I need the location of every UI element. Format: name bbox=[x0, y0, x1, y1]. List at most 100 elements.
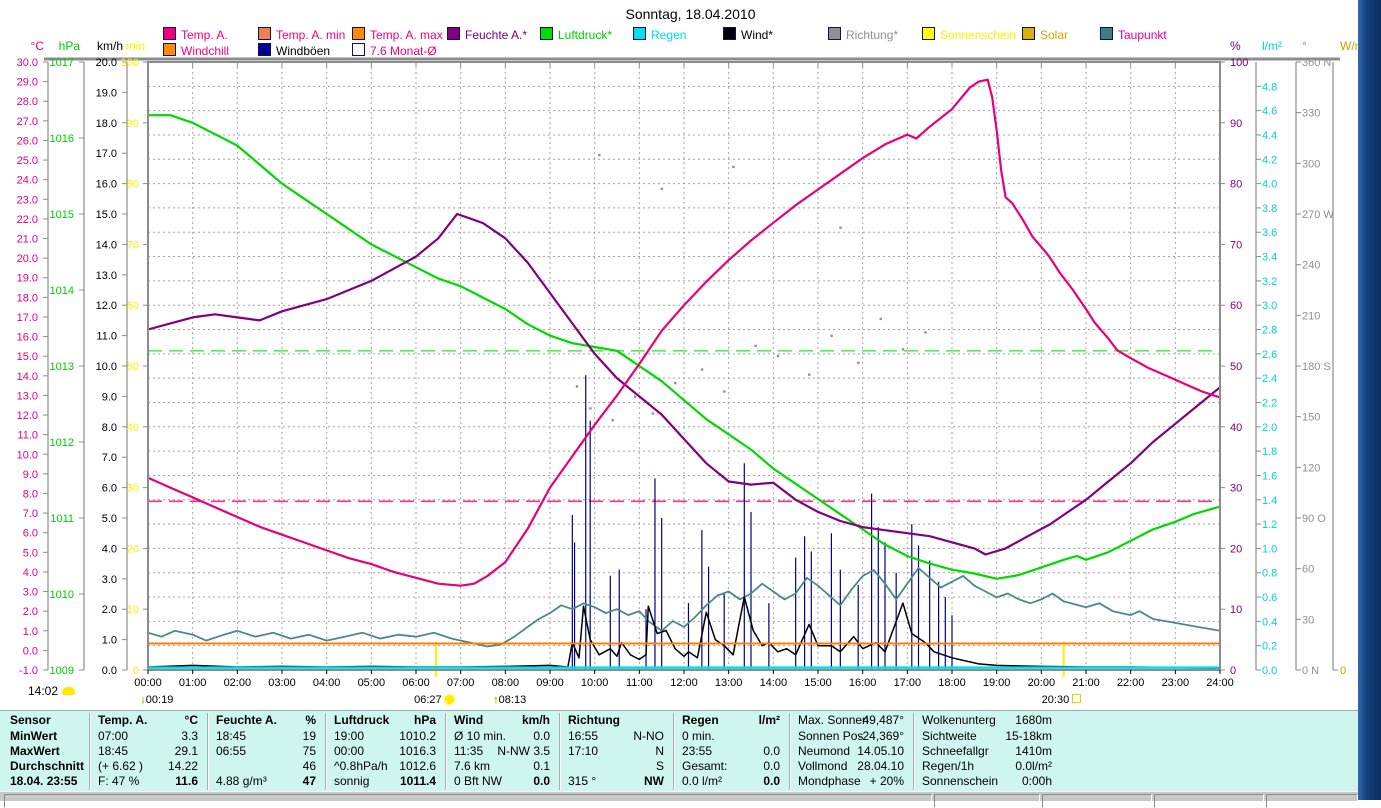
table-row: Sonnen Pos -24,369° bbox=[792, 729, 910, 744]
x-hour-label: 19:00 bbox=[983, 677, 1011, 689]
table-row: 0.0 l/m² 0.0 bbox=[676, 774, 786, 789]
table-cell-label: 06:55 bbox=[216, 744, 247, 758]
legend-label: Solar bbox=[1040, 28, 1069, 42]
tick-label: 14.0 bbox=[17, 371, 38, 383]
legend-item-solar[interactable]: Solar bbox=[1022, 27, 1069, 42]
table-cell-label: Schneefallgr bbox=[922, 744, 989, 758]
sunrise-sun-icon bbox=[444, 695, 454, 704]
tick-label: 10.0 bbox=[96, 361, 117, 373]
tick-label: 7.0 bbox=[23, 508, 38, 520]
table-column-richtung: Richtung 16:55 N-NO 17:10 N S 315 ° NW bbox=[562, 711, 670, 792]
table-cell-value: 0.0l/m² bbox=[1015, 759, 1052, 773]
tick-label: 0.6 bbox=[1262, 592, 1277, 604]
legend-item-feuchte-a-[interactable]: Feuchte A.* bbox=[447, 27, 527, 42]
legend-item-temp-a-min[interactable]: Temp. A. min bbox=[258, 27, 345, 42]
legend-swatch-icon bbox=[922, 27, 935, 40]
table-row: Luftdruck hPa bbox=[328, 713, 442, 728]
statusbar-panel bbox=[4, 794, 932, 808]
table-cell-label: Max. Sonnen bbox=[798, 713, 869, 727]
table-cell-value: 3.3 bbox=[181, 729, 198, 743]
tick-label: 1017 bbox=[50, 57, 74, 69]
tick-label: 1014 bbox=[50, 285, 74, 297]
axis-unit-label: l/m² bbox=[1262, 39, 1282, 53]
sunset-square-icon bbox=[1072, 694, 1082, 703]
tick-label: 12.0 bbox=[96, 300, 117, 312]
legend-item-luftdruck-[interactable]: Luftdruck* bbox=[540, 27, 612, 42]
tick-label: 100 bbox=[1230, 57, 1248, 69]
table-row: Wind km/h bbox=[448, 713, 556, 728]
table-cell-value: 14.05.10 bbox=[857, 744, 904, 758]
legend-item-richtung-[interactable]: Richtung* bbox=[828, 27, 899, 42]
series-feuchte-a- bbox=[146, 212, 1222, 556]
tick-label: 60 bbox=[127, 300, 139, 312]
astro-time: 06:27 bbox=[414, 694, 442, 706]
astro-annotation: 20:30 bbox=[1042, 694, 1082, 706]
legend-label: Windböen bbox=[276, 44, 331, 58]
table-cell-value: 0.0 bbox=[763, 774, 780, 788]
table-cell-value: NW bbox=[644, 774, 664, 788]
legend-item-temp-a-max[interactable]: Temp. A. max bbox=[352, 27, 443, 42]
table-cell-label: Luftdruck bbox=[334, 713, 390, 727]
direction-dot bbox=[598, 153, 601, 157]
table-cell-value: l/m² bbox=[758, 713, 780, 727]
legend-item-wind-[interactable]: Wind* bbox=[723, 27, 773, 42]
table-column-temp-a-: Temp. A. °C 07:00 3.3 18:45 29.1 (+ 6.62 ) 14.2… bbox=[92, 711, 204, 792]
table-cell-value: 75 bbox=[302, 744, 316, 758]
table-cell-value: + 20% bbox=[869, 774, 904, 788]
tick-label: 0 bbox=[1340, 665, 1346, 677]
table-separator bbox=[913, 713, 915, 790]
tick-label: 12.0 bbox=[17, 410, 38, 422]
table-row: Sonnenschein 0:00h bbox=[916, 774, 1058, 789]
table-row: MinWert bbox=[4, 729, 88, 744]
tick-label: 2.6 bbox=[1262, 349, 1277, 361]
legend-item-sonnenschein[interactable]: Sonnenschein bbox=[922, 27, 1016, 42]
legend-label: Richtung* bbox=[846, 28, 899, 42]
table-cell-label: 0 min. bbox=[682, 729, 715, 743]
table-cell-label: 7.6 km bbox=[454, 759, 491, 773]
legend-item-7-6-monat-[interactable]: 7.6 Monat-Ø bbox=[352, 43, 437, 58]
tick-label: 70 bbox=[1230, 239, 1242, 251]
tick-label: 8.0 bbox=[23, 488, 38, 500]
tick-label: 5.0 bbox=[23, 547, 38, 559]
table-separator bbox=[325, 713, 327, 790]
x-hour-label: 23:00 bbox=[1162, 677, 1190, 689]
legend-item-windb-en[interactable]: Windböen bbox=[258, 43, 331, 58]
table-cell-label: Sonnen Pos bbox=[798, 729, 864, 743]
table-row: 4.88 g/m³ 47 bbox=[210, 774, 322, 789]
table-row: Regen l/m² bbox=[676, 713, 786, 728]
tick-label: 23.0 bbox=[17, 194, 38, 206]
tick-label: 24.0 bbox=[17, 175, 38, 187]
tick-label: 1012 bbox=[50, 437, 74, 449]
table-row: Richtung bbox=[562, 713, 670, 728]
tick-label: 10 bbox=[1230, 604, 1242, 616]
table-row: 7.6 km 0.1 bbox=[448, 759, 556, 774]
weather-symbol-icon bbox=[62, 687, 76, 695]
legend-item-regen[interactable]: Regen bbox=[633, 27, 686, 42]
table-cell-value: -24,369° bbox=[858, 729, 905, 743]
table-separator bbox=[207, 713, 209, 790]
tick-label: 6.0 bbox=[23, 528, 38, 540]
table-cell-value: 1016.3 bbox=[399, 744, 436, 758]
moonrise-arrow-icon: ↑ bbox=[493, 694, 499, 706]
tick-label: 1.8 bbox=[1262, 446, 1277, 458]
moonset-arrow-icon: ↓ bbox=[140, 694, 146, 706]
table-cell-label: Mondphase bbox=[798, 774, 861, 788]
table-cell-value: 1680m bbox=[1015, 713, 1052, 727]
legend-item-windchill[interactable]: Windchill bbox=[163, 43, 229, 58]
tick-label: 16.0 bbox=[96, 179, 117, 191]
legend-item-taupunkt[interactable]: Taupunkt bbox=[1100, 27, 1167, 42]
x-hour-label: 14:00 bbox=[760, 677, 788, 689]
table-cell-value: 1410m bbox=[1015, 744, 1052, 758]
table-cell-label: (+ 6.62 ) bbox=[98, 759, 144, 773]
astro-time: 20:30 bbox=[1041, 694, 1070, 706]
page-title: Sonntag, 18.04.2010 bbox=[625, 6, 756, 22]
legend-item-temp-a-[interactable]: Temp. A. bbox=[163, 27, 228, 42]
tick-label: 19.0 bbox=[17, 273, 38, 285]
tick-label: 30 bbox=[127, 483, 139, 495]
table-cell-value: 15-18km bbox=[1005, 729, 1052, 743]
tick-label: 26.0 bbox=[17, 135, 38, 147]
tick-label: 27.0 bbox=[17, 116, 38, 128]
legend-swatch-icon bbox=[352, 27, 365, 40]
table-cell-value: 0.0 bbox=[763, 744, 780, 758]
direction-dot bbox=[830, 334, 833, 337]
